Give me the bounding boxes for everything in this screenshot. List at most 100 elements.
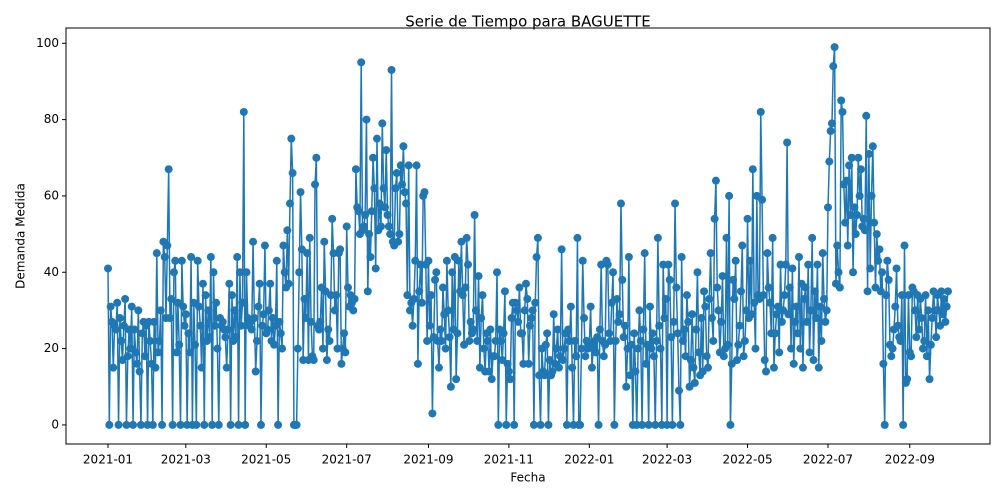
- point: [187, 252, 196, 261]
- point: [214, 420, 223, 429]
- point: [148, 420, 157, 429]
- point: [830, 43, 839, 52]
- point: [829, 62, 838, 71]
- point: [458, 291, 467, 300]
- point: [105, 420, 114, 429]
- point: [613, 294, 622, 303]
- point: [278, 344, 287, 353]
- point: [587, 363, 596, 372]
- point: [336, 245, 345, 254]
- point: [651, 420, 660, 429]
- point: [362, 115, 371, 124]
- point: [736, 287, 745, 296]
- point: [434, 363, 443, 372]
- point: [392, 169, 401, 178]
- point: [694, 348, 703, 357]
- point: [208, 420, 217, 429]
- point: [771, 329, 780, 338]
- point: [711, 176, 720, 185]
- point: [464, 260, 472, 269]
- point: [884, 275, 893, 284]
- point: [725, 191, 734, 200]
- point: [938, 310, 947, 319]
- x-axis-label: Fecha: [510, 471, 545, 485]
- point: [394, 237, 403, 246]
- point: [918, 344, 927, 353]
- point: [816, 302, 825, 311]
- point: [676, 420, 685, 429]
- point: [131, 348, 140, 357]
- point: [230, 306, 239, 315]
- point: [309, 356, 318, 365]
- point: [855, 191, 864, 200]
- point: [689, 363, 698, 372]
- point: [198, 279, 207, 288]
- point: [788, 264, 797, 273]
- point: [769, 363, 778, 372]
- point: [653, 233, 662, 242]
- point: [566, 302, 575, 311]
- point: [431, 275, 440, 284]
- y-tick-label: 0: [51, 417, 59, 431]
- point: [361, 211, 370, 220]
- point: [693, 268, 702, 277]
- point: [359, 222, 368, 231]
- point: [671, 199, 680, 208]
- point: [138, 329, 147, 338]
- point: [445, 333, 454, 342]
- point: [106, 302, 115, 311]
- point: [325, 336, 334, 345]
- point: [553, 325, 562, 334]
- point: [821, 317, 830, 326]
- point: [384, 222, 393, 231]
- point: [672, 283, 681, 292]
- point: [678, 336, 687, 345]
- point: [718, 272, 727, 281]
- point: [928, 314, 937, 323]
- axes-frame: [65, 27, 991, 445]
- point: [549, 310, 558, 319]
- point: [256, 420, 265, 429]
- point: [777, 317, 786, 326]
- point: [578, 256, 587, 265]
- point: [295, 268, 304, 277]
- point: [337, 359, 346, 368]
- point: [453, 329, 462, 338]
- point: [661, 294, 670, 303]
- point: [747, 310, 756, 319]
- point: [847, 153, 856, 162]
- point: [525, 321, 534, 330]
- point: [247, 325, 256, 334]
- point: [845, 161, 854, 170]
- x-tick-label: 2022-05: [722, 453, 772, 467]
- point: [349, 306, 358, 315]
- point: [477, 314, 486, 323]
- point: [809, 356, 818, 365]
- point: [586, 302, 595, 311]
- point: [284, 279, 293, 288]
- point: [127, 302, 136, 311]
- point: [674, 386, 683, 395]
- point: [263, 325, 272, 334]
- point: [541, 340, 550, 349]
- point: [532, 252, 541, 261]
- point: [642, 359, 651, 368]
- point: [730, 294, 739, 303]
- point: [234, 420, 243, 429]
- point: [616, 199, 625, 208]
- point: [303, 249, 312, 258]
- point: [722, 233, 731, 242]
- point: [762, 367, 771, 376]
- point: [704, 363, 712, 372]
- point: [115, 314, 124, 323]
- point: [896, 336, 905, 345]
- point: [405, 306, 414, 315]
- point: [723, 340, 732, 349]
- point: [677, 252, 686, 261]
- point: [514, 317, 523, 326]
- point: [292, 420, 301, 429]
- point: [941, 317, 950, 326]
- point: [194, 302, 203, 311]
- point: [817, 336, 826, 345]
- point: [175, 340, 184, 349]
